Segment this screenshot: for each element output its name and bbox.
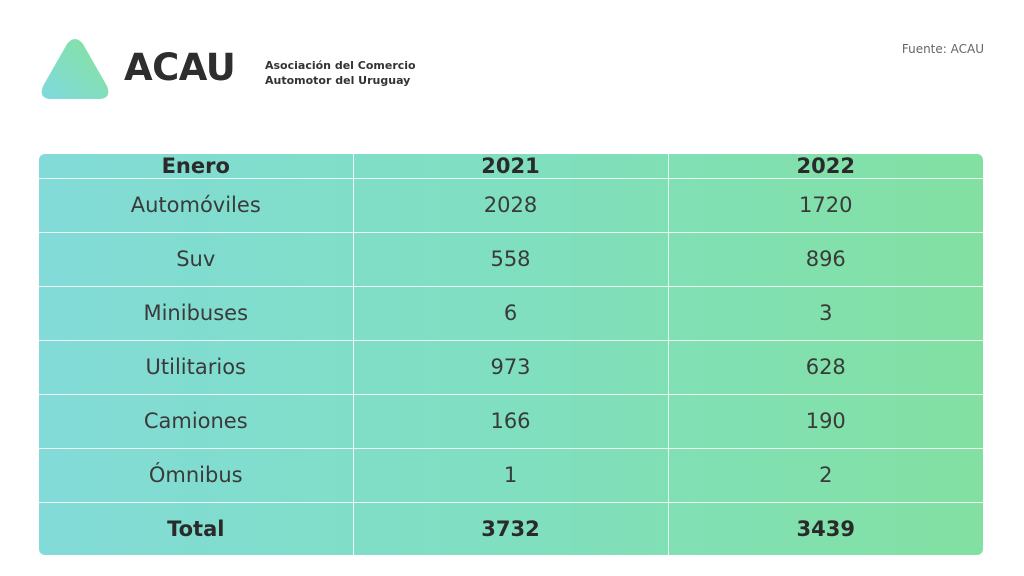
tagline-line-2: Automotor del Uruguay — [265, 74, 411, 87]
row-value-2021: 2028 — [353, 178, 669, 233]
row-value-2021: 558 — [353, 232, 669, 287]
row-category: Camiones — [39, 394, 354, 449]
row-value-2022: 1720 — [668, 178, 983, 233]
row-category: Minibuses — [39, 286, 354, 341]
source-note: Fuente: ACAU — [901, 42, 984, 56]
acau-logo-icon — [40, 38, 110, 100]
row-category: Automóviles — [39, 178, 354, 233]
header-month: Enero — [39, 154, 354, 179]
table-total-row: Total 3732 3439 — [39, 502, 983, 555]
table-row: Suv 558 896 — [39, 232, 983, 287]
header-year-2021: 2021 — [353, 154, 669, 179]
header-year-2022: 2022 — [668, 154, 983, 179]
row-category: Suv — [39, 232, 354, 287]
total-value-2022: 3439 — [796, 516, 855, 541]
row-value-2022: 3 — [668, 286, 983, 341]
sales-table-grid: Enero 2021 2022 Automóviles 2028 1720 Su… — [39, 154, 983, 555]
row-value-2022: 190 — [668, 394, 983, 449]
row-value-2021: 166 — [353, 394, 669, 449]
total-value-2021: 3732 — [353, 502, 669, 555]
table-row: Automóviles 2028 1720 — [39, 178, 983, 233]
row-value-2022: 2 — [668, 448, 983, 503]
table-row: Minibuses 6 3 — [39, 286, 983, 341]
table-row: Camiones 166 190 — [39, 394, 983, 449]
row-value-2021: 6 — [353, 286, 669, 341]
brand-tagline: Asociación del Comercio Automotor del Ur… — [265, 58, 416, 88]
row-value-2021: 1 — [353, 448, 669, 503]
row-category: Utilitarios — [39, 340, 354, 395]
row-value-2022: 896 — [668, 232, 983, 287]
row-value-2022: 628 — [668, 340, 983, 395]
table-header-row: Enero 2021 2022 — [39, 154, 983, 179]
table-row: Ómnibus 1 2 — [39, 448, 983, 503]
table-row: Utilitarios 973 628 — [39, 340, 983, 395]
brand-name: ACAU — [124, 46, 236, 89]
row-value-2021: 973 — [353, 340, 669, 395]
sales-table: Enero 2021 2022 Automóviles 2028 1720 Su… — [39, 154, 983, 555]
tagline-line-1: Asociación del Comercio — [265, 59, 416, 72]
row-category: Ómnibus — [39, 448, 354, 503]
total-label: Total — [39, 502, 354, 555]
